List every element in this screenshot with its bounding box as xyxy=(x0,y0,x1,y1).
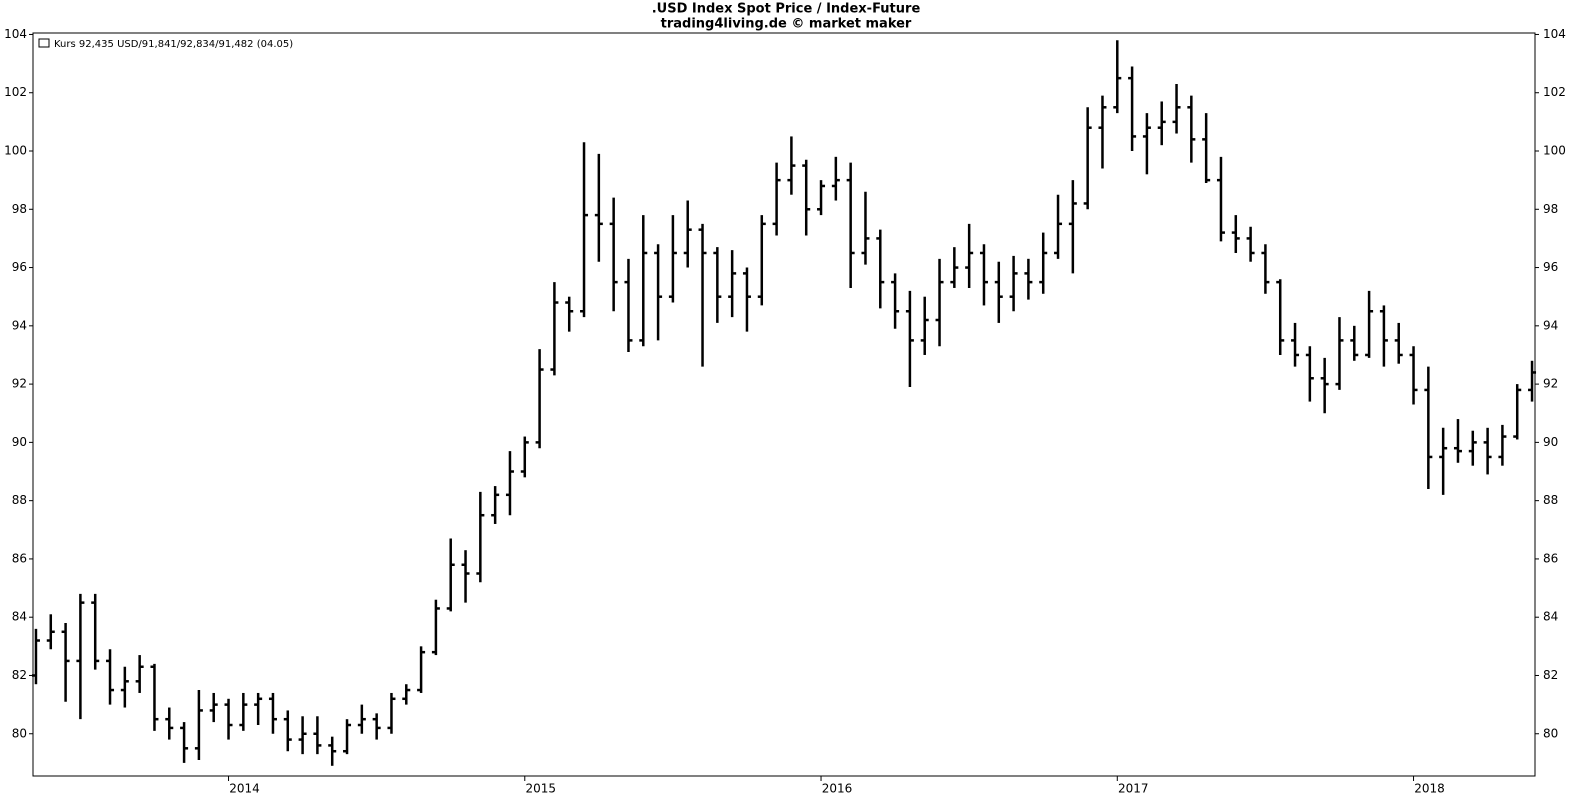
y-tick-label: 96 xyxy=(12,260,27,274)
x-tick-label: 2017 xyxy=(1118,782,1149,796)
y-tick-label-right: 98 xyxy=(1543,202,1558,216)
y-tick-label-right: 84 xyxy=(1543,610,1558,624)
y-tick-label: 94 xyxy=(12,318,27,332)
plot-frame xyxy=(32,32,1536,777)
y-tick-label: 90 xyxy=(12,435,27,449)
y-tick-label: 80 xyxy=(12,726,27,740)
x-tick-label: 2018 xyxy=(1414,782,1445,796)
y-tick-label-right: 92 xyxy=(1543,377,1558,391)
y-tick-label-right: 82 xyxy=(1543,668,1558,682)
y-tick-label: 82 xyxy=(12,668,27,682)
chart-subtitle: trading4living.de © market maker xyxy=(661,17,912,32)
legend-swatch xyxy=(38,38,50,48)
y-tick-label-right: 88 xyxy=(1543,493,1558,507)
y-tick-label: 104 xyxy=(4,27,27,41)
x-tick-label: 2016 xyxy=(822,782,853,796)
x-tick-label: 2014 xyxy=(229,782,260,796)
y-tick-label: 86 xyxy=(12,551,27,565)
y-tick-label-right: 80 xyxy=(1543,726,1558,740)
y-tick-label: 84 xyxy=(12,610,27,624)
x-tick-label: 2015 xyxy=(526,782,557,796)
y-tick-label-right: 102 xyxy=(1543,85,1566,99)
y-tick-label-right: 96 xyxy=(1543,260,1558,274)
y-tick-label: 88 xyxy=(12,493,27,507)
y-tick-label: 102 xyxy=(4,85,27,99)
y-tick-label: 98 xyxy=(12,202,27,216)
y-tick-label-right: 86 xyxy=(1543,551,1558,565)
y-tick-label-right: 100 xyxy=(1543,144,1566,158)
y-tick-label-right: 90 xyxy=(1543,435,1558,449)
chart-title: .USD Index Spot Price / Index-Future xyxy=(652,2,921,17)
y-tick-label: 92 xyxy=(12,377,27,391)
y-tick-label-right: 104 xyxy=(1543,27,1566,41)
y-tick-label: 100 xyxy=(4,144,27,158)
legend-text: Kurs 92,435 USD/91,841/92,834/91,482 (04… xyxy=(54,39,293,50)
y-tick-label-right: 94 xyxy=(1543,318,1558,332)
